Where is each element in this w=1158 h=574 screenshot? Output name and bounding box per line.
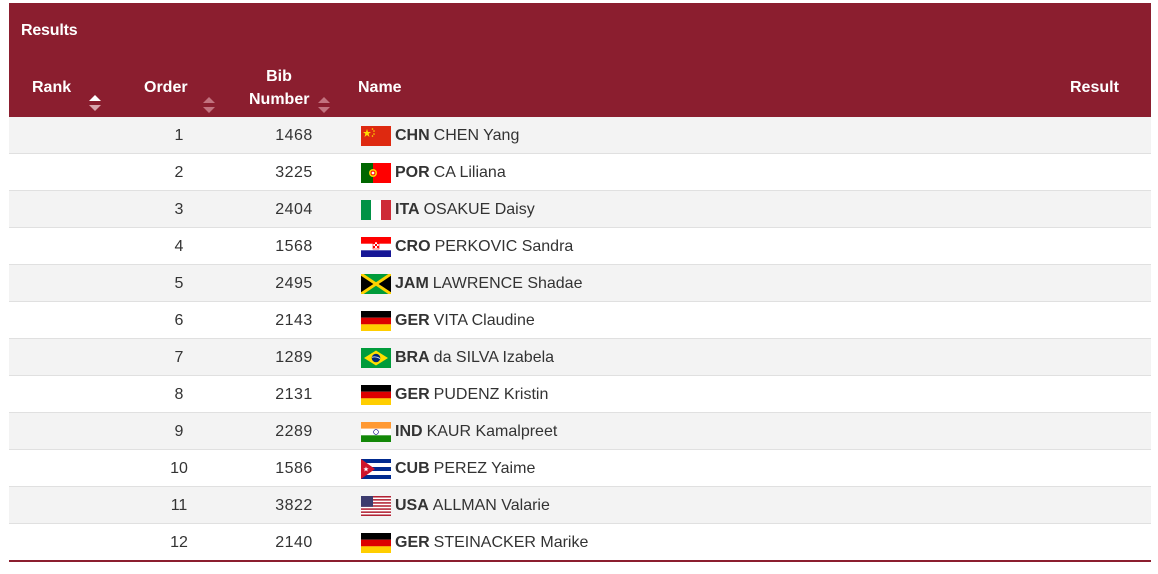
athlete-name-cell[interactable]: BRA da SILVA Izabela	[361, 347, 554, 369]
country-code: CHN	[395, 127, 430, 144]
athlete-name-cell[interactable]: GER VITA Claudine	[361, 310, 535, 332]
table-row[interactable]: 12 2140 GER STEINACKER Marike	[9, 524, 1151, 562]
table-row[interactable]: 3 2404 ITA OSAKUE Daisy	[9, 191, 1151, 228]
bib-number-cell: 2404	[275, 201, 313, 218]
athlete-name-cell[interactable]: CUB PEREZ Yaime	[361, 458, 535, 480]
order-cell: 7	[174, 349, 184, 366]
table-row[interactable]: 2 3225 POR CA Liliana	[9, 154, 1151, 191]
order-cell: 6	[174, 312, 184, 329]
column-header-name: Name	[358, 79, 402, 96]
order-cell: 11	[170, 497, 188, 514]
table-row[interactable]: 4 1568 CRO PERKOVIC Sandra	[9, 228, 1151, 265]
country-code: ITA	[395, 201, 420, 218]
athlete-name-cell[interactable]: GER STEINACKER Marike	[361, 532, 588, 554]
order-cell: 4	[174, 238, 184, 255]
flag-germany-icon	[361, 311, 391, 331]
bib-header-line1: Bib	[266, 68, 292, 85]
flag-cuba-icon	[361, 459, 391, 479]
column-header-rank[interactable]: Rank	[32, 79, 72, 96]
bib-number-cell: 1568	[275, 238, 313, 255]
column-header-bib-number[interactable]: Bib Number	[249, 65, 309, 111]
flag-china-icon	[361, 126, 391, 146]
bib-number-cell: 2289	[275, 423, 313, 440]
table-row[interactable]: 1 1468 CHN CHEN Yang	[9, 117, 1151, 154]
country-code: CRO	[395, 238, 431, 255]
athlete-name-cell[interactable]: GER PUDENZ Kristin	[361, 384, 548, 406]
bib-number-cell: 2140	[275, 534, 313, 551]
table-row[interactable]: 8 2131 GER PUDENZ Kristin	[9, 376, 1151, 413]
flag-jamaica-icon	[361, 274, 391, 294]
column-header-order[interactable]: Order	[144, 79, 188, 96]
flag-germany-icon	[361, 385, 391, 405]
athlete-name-cell[interactable]: POR CA Liliana	[361, 162, 506, 184]
athlete-name-cell[interactable]: IND KAUR Kamalpreet	[361, 421, 557, 443]
flag-brazil-icon	[361, 348, 391, 368]
sort-icon[interactable]	[202, 95, 216, 115]
country-code: USA	[395, 497, 429, 514]
athlete-name-cell[interactable]: JAM LAWRENCE Shadae	[361, 273, 582, 295]
country-code: POR	[395, 164, 430, 181]
bib-number-cell: 1468	[275, 127, 313, 144]
athlete-name: VITA Claudine	[433, 312, 535, 329]
table-row[interactable]: 5 2495 JAM LAWRENCE Shadae	[9, 265, 1151, 302]
country-code: GER	[395, 534, 430, 551]
flag-germany-icon	[361, 533, 391, 553]
table-row[interactable]: 11 3822 USA ALLMAN Valarie	[9, 487, 1151, 524]
table-row[interactable]: 6 2143 GER VITA Claudine	[9, 302, 1151, 339]
table-row[interactable]: 7 1289 BRA da SILVA Izabela	[9, 339, 1151, 376]
bib-number-cell: 3225	[275, 164, 313, 181]
bib-number-cell: 2143	[275, 312, 313, 329]
country-code: BRA	[395, 349, 430, 366]
bib-number-cell: 2495	[275, 275, 313, 292]
order-cell: 3	[174, 201, 184, 218]
column-header-result: Result	[1070, 79, 1119, 96]
bib-number-cell: 1289	[275, 349, 313, 366]
country-code: GER	[395, 386, 430, 403]
athlete-name: PERKOVIC Sandra	[434, 238, 574, 255]
results-header: Results Rank Order Bib Number Name Resul…	[9, 3, 1151, 117]
flag-italy-icon	[361, 200, 391, 220]
athlete-name: PEREZ Yaime	[433, 460, 536, 477]
athlete-name: CHEN Yang	[433, 127, 520, 144]
sort-ascending-icon[interactable]	[88, 93, 102, 113]
flag-portugal-icon	[361, 163, 391, 183]
athlete-name-cell[interactable]: USA ALLMAN Valarie	[361, 495, 550, 517]
athlete-name: STEINACKER Marike	[433, 534, 589, 551]
country-code: JAM	[395, 275, 429, 292]
flag-usa-icon	[361, 496, 391, 516]
athlete-name: PUDENZ Kristin	[433, 386, 549, 403]
order-cell: 2	[174, 164, 184, 181]
country-code: IND	[395, 423, 423, 440]
athlete-name: OSAKUE Daisy	[423, 201, 535, 218]
order-cell: 1	[174, 127, 184, 144]
athlete-name: ALLMAN Valarie	[432, 497, 550, 514]
flag-croatia-icon	[361, 237, 391, 257]
table-row[interactable]: 9 2289 IND KAUR Kamalpreet	[9, 413, 1151, 450]
athlete-name: da SILVA Izabela	[433, 349, 555, 366]
athlete-name-cell[interactable]: ITA OSAKUE Daisy	[361, 199, 535, 221]
panel-title: Results	[21, 22, 78, 39]
order-cell: 9	[174, 423, 184, 440]
bib-number-cell: 3822	[275, 497, 313, 514]
athlete-name: CA Liliana	[433, 164, 506, 181]
athlete-name: KAUR Kamalpreet	[426, 423, 558, 440]
bib-header-line2: Number	[249, 91, 310, 108]
order-cell: 8	[174, 386, 184, 403]
bib-number-cell: 1586	[275, 460, 313, 477]
country-code: CUB	[395, 460, 430, 477]
athlete-name-cell[interactable]: CRO PERKOVIC Sandra	[361, 236, 573, 258]
table-row[interactable]: 10 1586 CUB PEREZ Yaime	[9, 450, 1151, 487]
order-cell: 12	[170, 534, 188, 551]
athlete-name-cell[interactable]: CHN CHEN Yang	[361, 125, 519, 147]
athlete-name: LAWRENCE Shadae	[432, 275, 583, 292]
order-cell: 5	[174, 275, 184, 292]
order-cell: 10	[170, 460, 188, 477]
bib-number-cell: 2131	[275, 386, 313, 403]
sort-icon[interactable]	[317, 95, 331, 115]
flag-india-icon	[361, 422, 391, 442]
results-panel: Results Rank Order Bib Number Name Resul…	[9, 3, 1151, 567]
results-table-body: 1 1468 CHN CHEN Yang 2 3225 POR CA Liliana 3 2404…	[9, 117, 1151, 562]
country-code: GER	[395, 312, 430, 329]
